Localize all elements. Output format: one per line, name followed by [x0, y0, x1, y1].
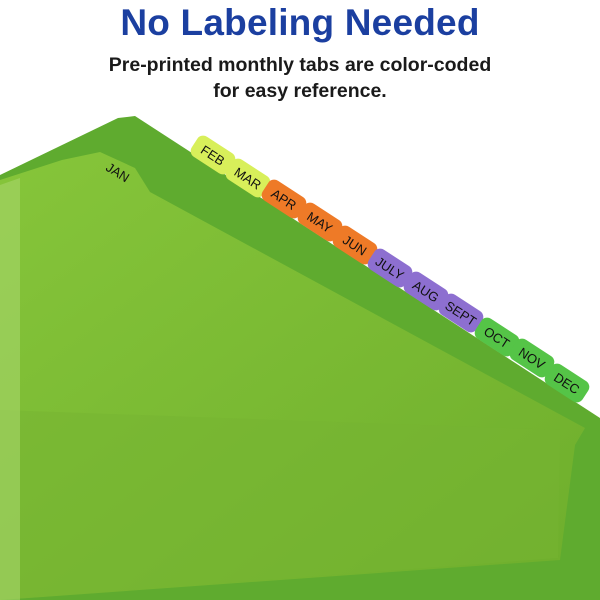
tab-shape: [403, 271, 449, 311]
tab-shape: [190, 135, 236, 175]
front-divider-lower: [0, 410, 560, 600]
tab-shape: [509, 338, 555, 378]
subtitle-line-2: for easy reference.: [213, 80, 387, 102]
tab-shape: [367, 248, 413, 288]
tab-shape: [544, 363, 590, 403]
headline: No Labeling Needed: [120, 2, 480, 43]
tab-shape: [332, 225, 378, 265]
tab-shape: [474, 317, 520, 357]
tab-feb[interactable]: FEB: [188, 133, 238, 177]
tab-shape: [438, 293, 484, 333]
tab-shape: [225, 158, 271, 198]
subtitle: Pre-printed monthly tabs are color-coded…: [0, 52, 600, 104]
tab-shape: [297, 202, 343, 242]
tab-shape: [261, 179, 307, 219]
subtitle-line-1: Pre-printed monthly tabs are color-coded: [108, 54, 492, 76]
left-edge-highlight: [0, 178, 20, 600]
